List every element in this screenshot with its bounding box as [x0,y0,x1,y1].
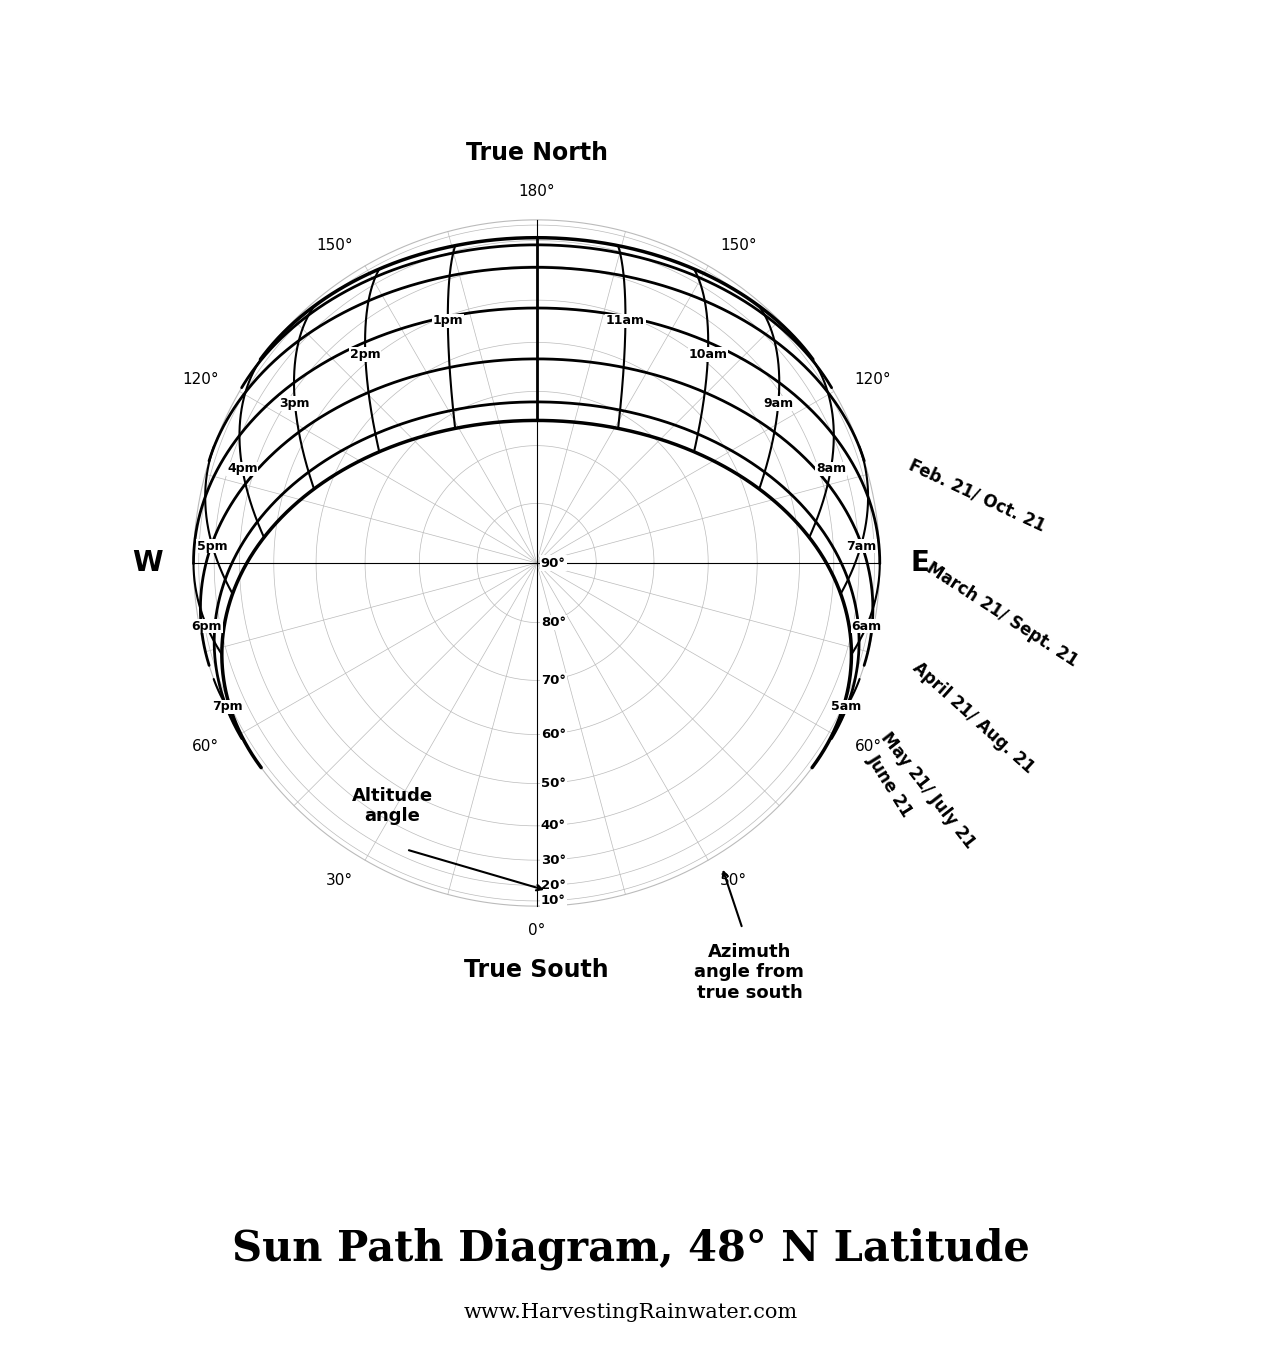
Text: 10°: 10° [540,895,565,907]
Text: 6pm: 6pm [192,620,222,633]
Text: Feb. 21/ Oct. 21: Feb. 21/ Oct. 21 [906,456,1049,535]
Text: March 21/ Sept. 21: March 21/ Sept. 21 [923,559,1082,670]
Text: 3pm: 3pm [280,397,310,410]
Text: True North: True North [466,140,607,165]
Text: True South: True South [464,957,610,981]
Text: 80°: 80° [540,616,565,629]
Text: 8am: 8am [815,462,846,475]
Text: 4pm: 4pm [227,462,257,475]
Text: 150°: 150° [721,238,757,252]
Text: 50°: 50° [540,778,565,790]
Text: Azimuth
angle from
true south: Azimuth angle from true south [694,942,804,1002]
Text: 6am: 6am [852,620,882,633]
Text: 9am: 9am [764,397,794,410]
Text: June 21: June 21 [864,752,916,821]
Text: May 21/ July 21: May 21/ July 21 [877,729,979,852]
Text: 120°: 120° [854,371,891,387]
Text: 30°: 30° [540,853,565,867]
Text: 60°: 60° [192,738,218,755]
Text: 150°: 150° [317,238,353,252]
Text: 20°: 20° [540,879,565,892]
Text: Altitude
angle: Altitude angle [352,787,433,825]
Text: W: W [133,549,163,576]
Text: www.HarvestingRainwater.com: www.HarvestingRainwater.com [464,1303,798,1322]
Text: 11am: 11am [606,315,645,327]
Text: 1pm: 1pm [433,315,463,327]
Text: 10am: 10am [689,348,727,360]
Text: 30°: 30° [326,873,353,888]
Text: April 21/ Aug. 21: April 21/ Aug. 21 [909,659,1037,776]
Text: 30°: 30° [721,873,747,888]
Text: Sun Path Diagram, 48° N Latitude: Sun Path Diagram, 48° N Latitude [232,1227,1030,1270]
Text: 7pm: 7pm [212,701,242,713]
Text: 180°: 180° [519,184,555,200]
Text: 90°: 90° [540,556,565,570]
Text: 60°: 60° [540,728,565,741]
Text: 70°: 70° [540,674,565,687]
Text: E: E [911,549,930,576]
Text: 5am: 5am [830,701,861,713]
Text: 5pm: 5pm [197,540,227,552]
Text: 120°: 120° [182,371,218,387]
Text: 2pm: 2pm [350,348,381,360]
Text: 40°: 40° [540,819,565,833]
Text: 60°: 60° [854,738,882,755]
Text: 7am: 7am [846,540,876,552]
Text: 0°: 0° [528,923,545,938]
